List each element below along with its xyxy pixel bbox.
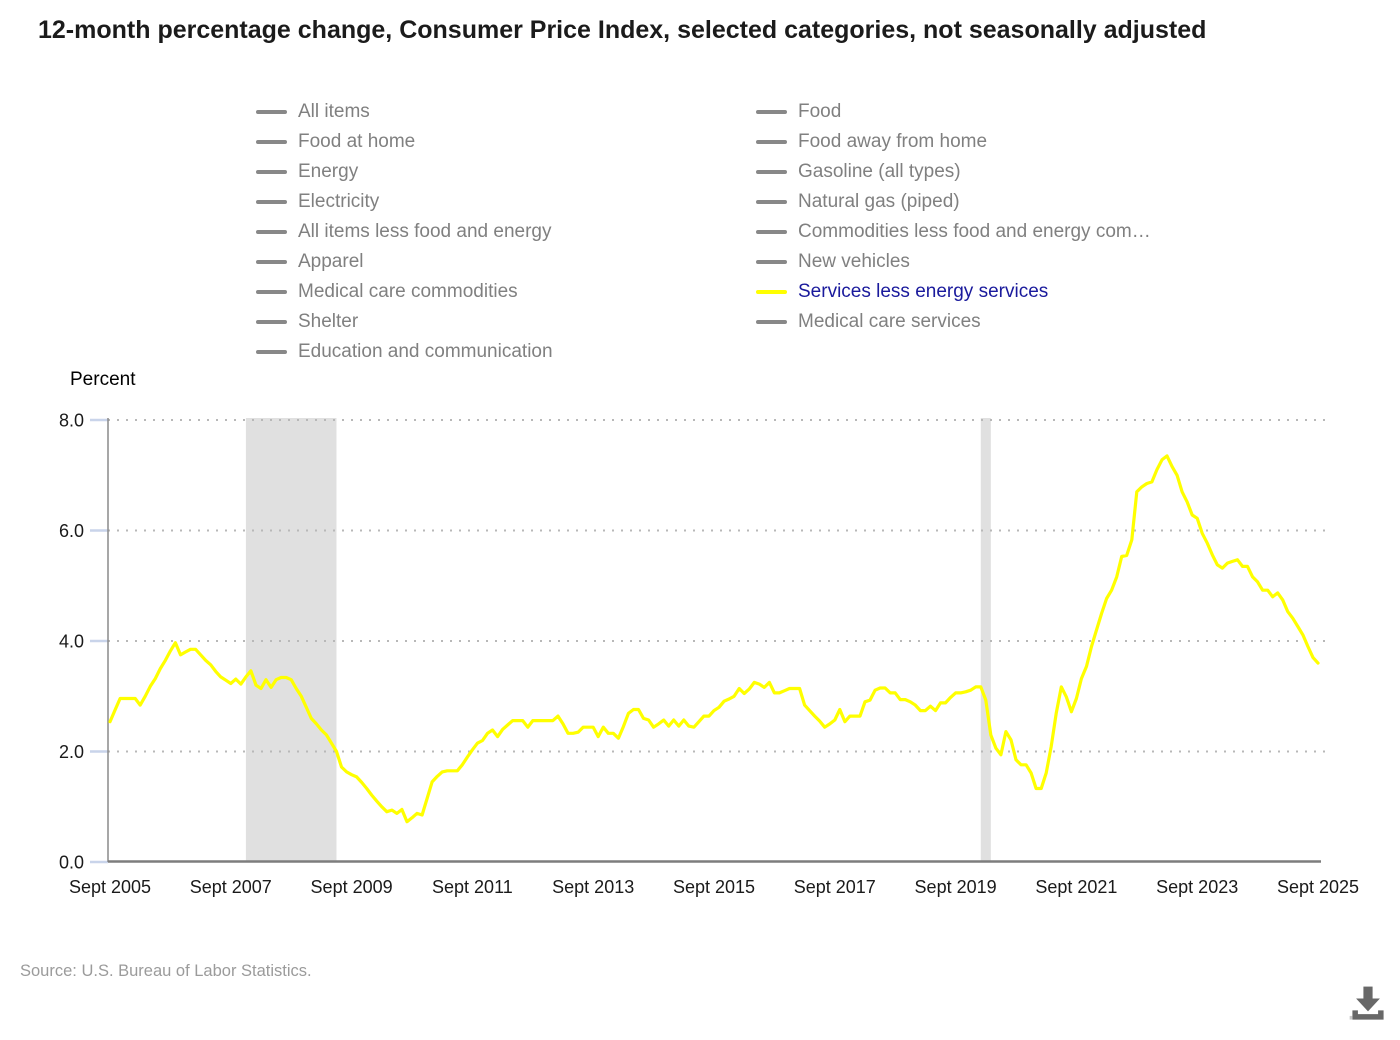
legend-item-new-vehicles[interactable]: New vehicles <box>756 247 1151 277</box>
legend-label: Services less energy services <box>798 281 1049 302</box>
y-tick-label: 4.0 <box>59 632 84 652</box>
legend-column-1: All items Food at home Energy Electricity Al… <box>256 97 553 367</box>
source-note: Source: U.S. Bureau of Labor Statistics. <box>20 962 312 980</box>
recession-band <box>245 418 337 861</box>
legend-label: Food <box>798 101 842 122</box>
legend-item-natural-gas-piped[interactable]: Natural gas (piped) <box>756 187 1151 217</box>
legend-label: Shelter <box>298 311 359 332</box>
legend-item-all-items[interactable]: All items <box>256 97 553 127</box>
legend-item-apparel[interactable]: Apparel <box>256 247 553 277</box>
legend-label: Electricity <box>298 191 380 212</box>
legend-label: Natural gas (piped) <box>798 191 960 212</box>
page-title: 12-month percentage change, Consumer Pri… <box>38 16 1207 44</box>
legend-label: New vehicles <box>798 251 910 272</box>
x-tick-label: Sept 2015 <box>673 877 755 897</box>
legend-swatch-icon <box>256 170 287 174</box>
legend-swatch-icon <box>756 170 787 174</box>
x-tick-label: Sept 2005 <box>69 877 151 897</box>
x-tick-label: Sept 2007 <box>190 877 272 897</box>
legend-swatch-icon <box>256 260 287 264</box>
legend-swatch-icon <box>256 110 287 114</box>
legend-swatch-icon <box>756 320 787 324</box>
x-tick-label: Sept 2019 <box>915 877 997 897</box>
legend-label: All items <box>298 101 370 122</box>
legend-label: Energy <box>298 161 359 182</box>
x-tick-label: Sept 2013 <box>552 877 634 897</box>
legend-column-2: Food Food away from home Gasoline (all typ… <box>756 97 1151 337</box>
x-tick-label: Sept 2021 <box>1035 877 1117 897</box>
legend-swatch-icon <box>756 290 787 294</box>
x-tick-label: Sept 2011 <box>432 877 513 897</box>
y-tick-label: 6.0 <box>59 521 84 541</box>
legend-swatch-icon <box>256 200 287 204</box>
legend-label: Medical care commodities <box>298 281 518 302</box>
legend-swatch-icon <box>756 140 787 144</box>
legend-item-services-less-energy-services[interactable]: Services less energy services <box>756 277 1151 307</box>
y-axis-title: Percent <box>70 369 136 390</box>
x-tick-label: Sept 2009 <box>311 877 393 897</box>
legend-swatch-icon <box>256 350 287 354</box>
legend-item-food-away-from-home[interactable]: Food away from home <box>756 127 1151 157</box>
legend-label: Gasoline (all types) <box>798 161 961 182</box>
legend-label: All items less food and energy <box>298 221 552 242</box>
legend-item-medical-care-commodities[interactable]: Medical care commodities <box>256 277 553 307</box>
legend-swatch-icon <box>756 260 787 264</box>
download-icon <box>1349 986 1384 1020</box>
legend-item-all-items-less-food-and-energy[interactable]: All items less food and energy <box>256 217 553 247</box>
legend-swatch-icon <box>256 320 287 324</box>
legend-swatch-icon <box>256 140 287 144</box>
download-button[interactable] <box>1340 978 1396 1030</box>
legend-item-medical-care-services[interactable]: Medical care services <box>756 307 1151 337</box>
legend-swatch-icon <box>756 110 787 114</box>
legend-item-education-and-communication[interactable]: Education and communication <box>256 337 553 367</box>
legend-item-energy[interactable]: Energy <box>256 157 553 187</box>
legend-item-food-at-home[interactable]: Food at home <box>256 127 553 157</box>
legend-item-food[interactable]: Food <box>756 97 1151 127</box>
legend-item-gasoline-all-types[interactable]: Gasoline (all types) <box>756 157 1151 187</box>
recession-band <box>980 418 991 861</box>
x-tick-label: Sept 2017 <box>794 877 876 897</box>
y-tick-label: 0.0 <box>59 853 84 873</box>
legend-item-shelter[interactable]: Shelter <box>256 307 553 337</box>
legend-label: Medical care services <box>798 311 981 332</box>
legend-label: Education and communication <box>298 341 553 362</box>
y-tick-label: 2.0 <box>59 742 84 762</box>
legend-label: Food at home <box>298 131 416 152</box>
legend-label: Apparel <box>298 251 364 272</box>
series-line-services-less-energy-services <box>108 454 1320 824</box>
x-tick-label: Sept 2023 <box>1156 877 1238 897</box>
x-tick-label: Sept 2025 <box>1277 877 1359 897</box>
legend-swatch-icon <box>756 230 787 234</box>
legend-label: Commodities less food and energy com… <box>798 221 1151 242</box>
legend-swatch-icon <box>256 230 287 234</box>
legend-swatch-icon <box>756 200 787 204</box>
legend-item-commodities-less-food-and-energy-com[interactable]: Commodities less food and energy com… <box>756 217 1151 247</box>
legend-item-electricity[interactable]: Electricity <box>256 187 553 217</box>
legend-swatch-icon <box>256 290 287 294</box>
legend-label: Food away from home <box>798 131 988 152</box>
y-tick-label: 8.0 <box>59 411 84 431</box>
